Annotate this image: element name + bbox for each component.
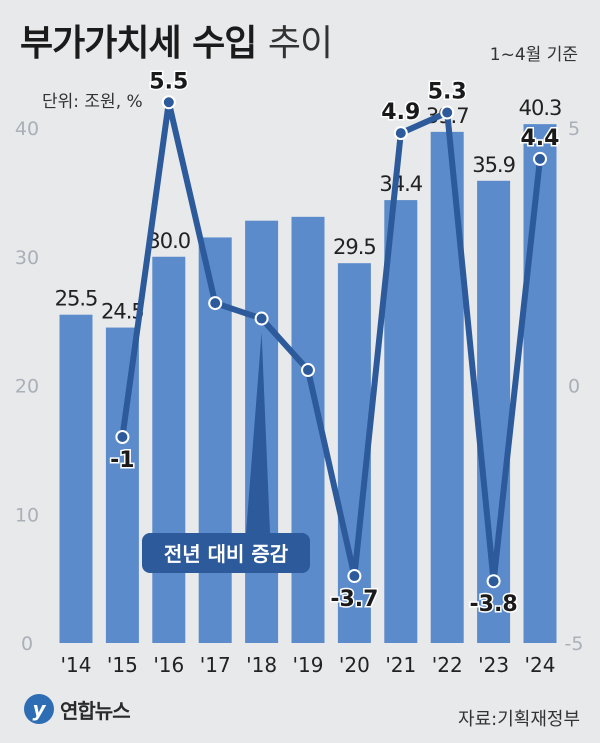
line-label-2: 5.5	[149, 69, 188, 94]
bar-2	[152, 256, 186, 643]
x-tick-8: '22	[432, 653, 463, 677]
bar-label-2: 30.0	[147, 229, 190, 253]
chart-title-light: 추이	[267, 23, 333, 64]
bar-label-7: 34.4	[379, 172, 422, 196]
chart-title: 부가가치세 수입 추이	[20, 14, 333, 66]
bar-label-0: 25.5	[55, 287, 98, 311]
line-point-4	[254, 311, 269, 326]
y-right-tick--5: -5	[565, 633, 584, 655]
line-label-7: 4.9	[381, 100, 420, 125]
chart-unit-note: 단위: 조원, %	[42, 92, 143, 112]
bar-10	[523, 124, 557, 643]
line-label-9: -3.8	[470, 592, 518, 617]
x-tick-1: '15	[107, 653, 138, 677]
line-label-1: -1	[110, 448, 134, 473]
series-tag-pointer	[246, 332, 270, 533]
source-note: 자료:기획재정부	[458, 709, 580, 730]
line-point-3	[208, 296, 223, 311]
line-point-6	[347, 569, 362, 584]
bar-label-10: 40.3	[519, 96, 562, 120]
y-left-tick-0: 0	[21, 633, 33, 655]
bar-7	[384, 200, 418, 643]
x-tick-7: '21	[385, 653, 416, 677]
line-label-6: -3.7	[330, 587, 378, 612]
y-right-tick-5: 5	[568, 118, 580, 140]
line-point-10	[533, 151, 547, 166]
series-tag-label: 전년 대비 증감	[164, 542, 289, 566]
x-tick-10: '24	[525, 653, 556, 677]
y-right-tick-0: 0	[568, 376, 580, 398]
publisher-logo: y 연합뉴스	[24, 694, 131, 724]
bar-1	[105, 327, 139, 643]
line-point-1	[115, 430, 130, 444]
x-tick-5: '19	[293, 653, 324, 677]
series-tag-box	[142, 533, 310, 573]
line-point-9	[486, 574, 501, 589]
line-label-8: 5.3	[428, 80, 467, 105]
line-point-5	[301, 363, 315, 378]
x-tick-9: '23	[478, 653, 509, 677]
x-tick-4: '18	[246, 653, 277, 677]
logo-name: 연합뉴스	[60, 698, 131, 723]
bar-0	[59, 314, 93, 643]
chart-basis-note: 1~4월 기준	[489, 45, 578, 65]
y-left-tick-10: 10	[15, 504, 39, 526]
line-point-7	[393, 126, 408, 141]
line-label-10: 4.4	[521, 126, 560, 151]
bar-label-9: 35.9	[472, 153, 515, 177]
x-tick-3: '17	[200, 653, 231, 677]
x-tick-6: '20	[339, 653, 370, 677]
y-left-tick-30: 30	[15, 247, 39, 269]
bar-label-6: 29.5	[333, 235, 376, 259]
x-tick-2: '16	[153, 653, 184, 677]
line-point-2	[161, 95, 176, 110]
chart-title-bold: 부가가치세 수입	[20, 23, 257, 64]
y-left-tick-40: 40	[15, 118, 39, 140]
y-left-tick-20: 20	[15, 376, 39, 398]
line-point-8	[440, 105, 455, 120]
x-tick-0: '14	[61, 653, 92, 677]
logo-mark-icon: y	[24, 694, 54, 724]
line-series	[119, 99, 543, 585]
